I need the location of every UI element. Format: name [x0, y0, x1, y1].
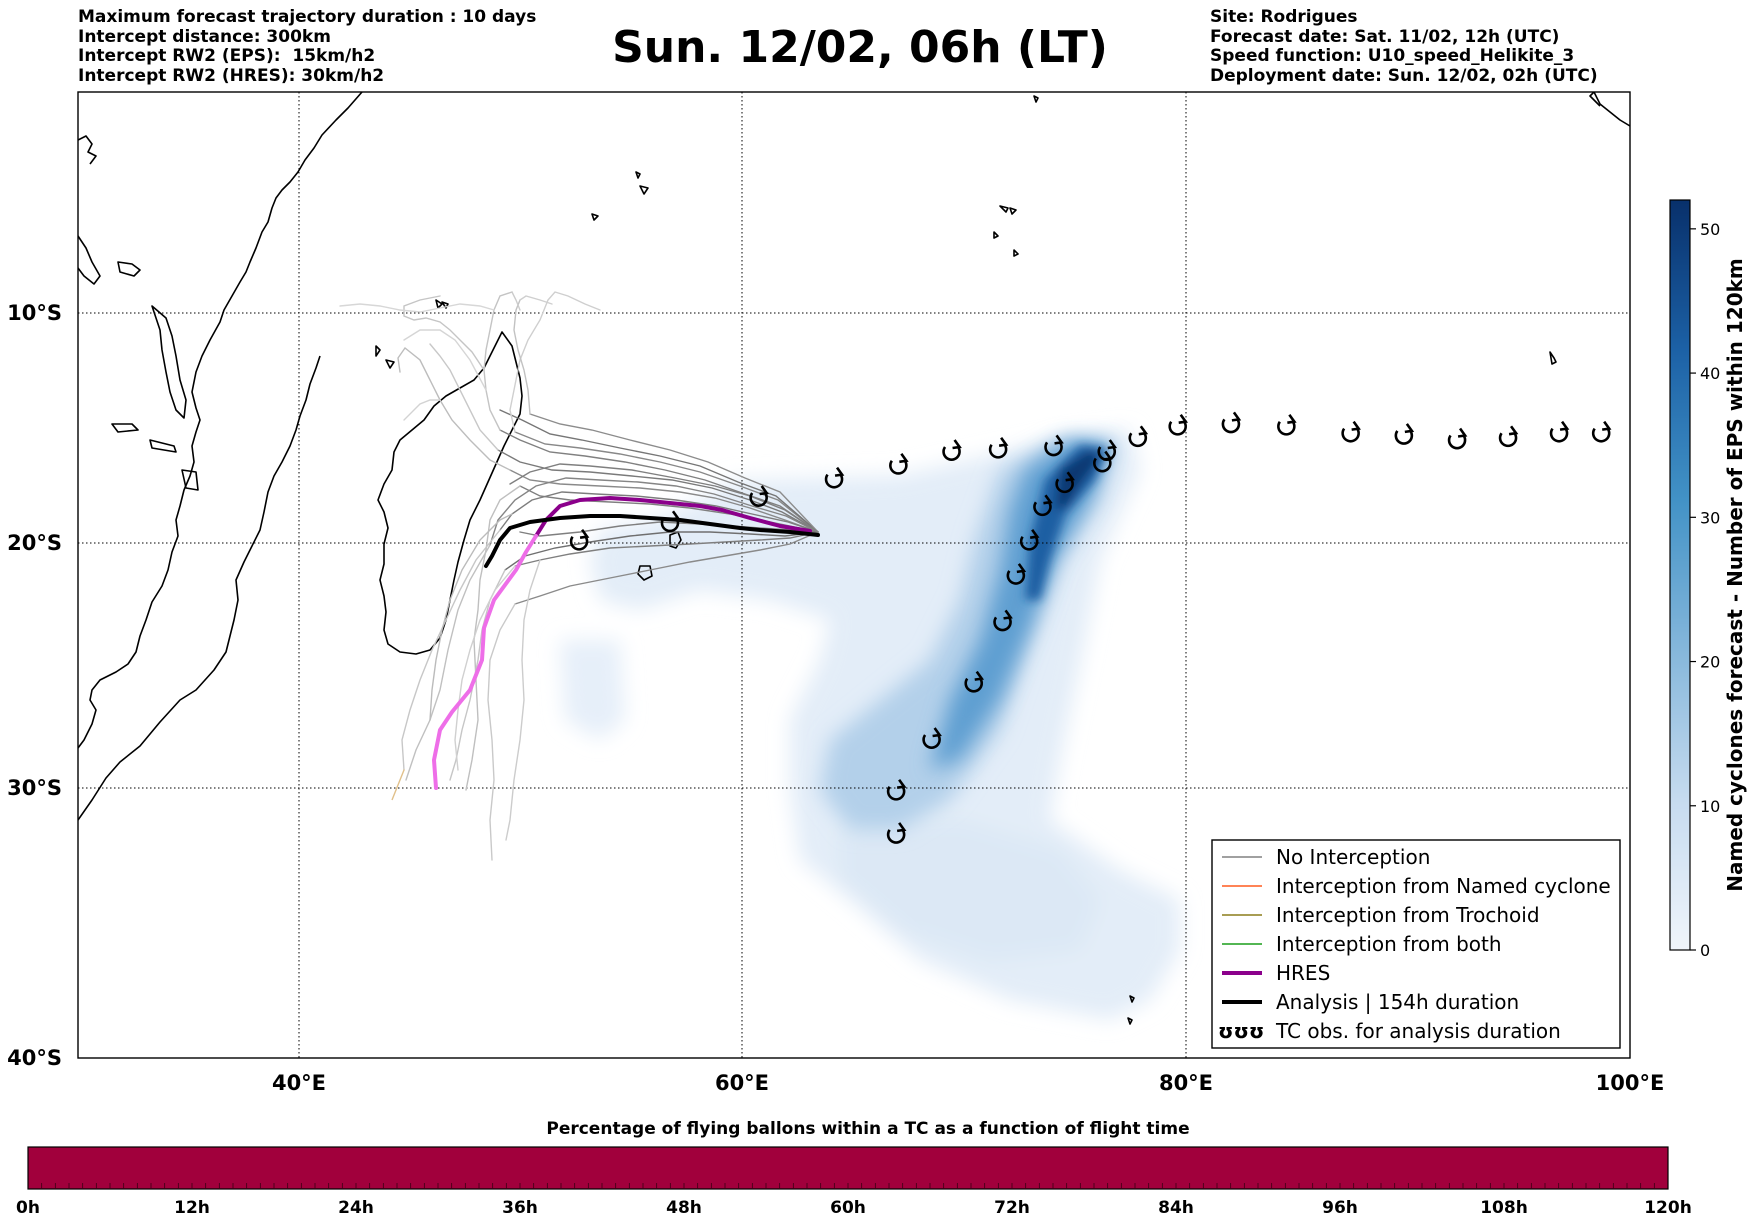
tc-obs-symbol — [988, 436, 1009, 459]
tc-obs-symbol — [1006, 563, 1027, 585]
tc-obs-symbol — [749, 485, 769, 507]
flight-time-tick-label: 72h — [994, 1198, 1030, 1218]
tc-obs-symbol — [569, 528, 590, 551]
header-right-line: Speed function: U10_speed_Helikite_3 — [1210, 46, 1575, 66]
tc-obs-symbol — [1277, 413, 1297, 436]
analysis-track — [484, 514, 820, 568]
legend-item: Interception from Named cyclone — [1222, 874, 1611, 898]
tc-obs-symbol — [1447, 427, 1468, 450]
colorbar-tick-label: 20 — [1700, 653, 1720, 672]
legend-item: Interception from both — [1222, 932, 1502, 956]
legend-label: No Interception — [1276, 845, 1430, 869]
flight-time-tick-label: 0h — [16, 1198, 40, 1218]
tc-obs-symbol — [1044, 434, 1064, 457]
colorbar-tick-label: 50 — [1700, 220, 1720, 239]
eps-trajectories — [339, 291, 819, 861]
tc-obs-symbol — [1341, 420, 1361, 443]
flight-time-bar-fill — [27, 1146, 1669, 1190]
tc-obs-symbol — [886, 778, 907, 801]
flight-time-tick-label: 60h — [830, 1198, 866, 1218]
flight-time-tick-label: 120h — [1644, 1198, 1692, 1218]
tc-obs-symbol — [964, 670, 985, 693]
tc-obs-symbol — [1221, 411, 1242, 434]
colorbar-tick-label: 0 — [1700, 941, 1710, 960]
header-right-line: Site: Rodrigues — [1210, 7, 1358, 27]
tc-obs-symbol — [1055, 471, 1075, 494]
flight-time-bar-ticks: 0h 12h 24h 36h 48h 60h 72h 84h 96h 108h 120h — [16, 1198, 1692, 1218]
tc-obs-symbol — [1498, 425, 1519, 448]
coastlines — [78, 92, 1630, 1025]
tc-symbol-icon: ʊʊʊ — [1218, 1019, 1264, 1043]
tc-obs-symbol — [886, 822, 907, 844]
colorbar-tick-label: 30 — [1700, 508, 1720, 527]
legend-item: HRES — [1222, 961, 1330, 985]
tc-obs-symbol — [1019, 528, 1040, 551]
legend-item: Interception from Trochoid — [1222, 903, 1540, 927]
header-left-line: Intercept RW2 (HRES): 30km/h2 — [78, 65, 385, 86]
lon-tick-label: 60°E — [715, 1071, 769, 1095]
flight-time-tick-label: 36h — [502, 1198, 538, 1218]
colorbar-tick-label: 40 — [1700, 364, 1720, 383]
colorbar-ticks: 0 10 20 30 40 50 — [1690, 220, 1720, 960]
tc-obs-symbol — [1394, 423, 1415, 445]
lon-tick-label: 40°E — [272, 1071, 326, 1095]
tc-obs-symbol — [1033, 494, 1053, 517]
header-left-line: Maximum forecast trajectory duration : 1… — [78, 7, 537, 27]
header-left-line: Intercept distance: 300km — [78, 26, 331, 47]
lat-tick-label: 30°S — [7, 776, 62, 800]
legend-label: Analysis | 154h duration — [1276, 990, 1519, 1014]
header-left-line: Intercept RW2 (EPS): 15km/h2 — [78, 46, 376, 66]
lon-tick-label: 100°E — [1596, 1071, 1665, 1095]
header-left: Maximum forecast trajectory duration : 1… — [78, 7, 537, 86]
lon-tick-label: 80°E — [1159, 1071, 1213, 1095]
eps-density-field — [560, 430, 1180, 1020]
lat-tick-label: 40°S — [7, 1046, 62, 1070]
density-colorbar: 0 10 20 30 40 50 Named cyclones forecast - Nu… — [1669, 199, 1747, 960]
colorbar-title: Named cyclones forecast - Number of EPS … — [1723, 258, 1747, 892]
legend-box — [1211, 839, 1621, 1049]
tc-obs-symbol — [889, 453, 909, 475]
header-right: Site: Rodrigues Forecast date: Sat. 11/0… — [1210, 7, 1598, 86]
map-gridlines — [78, 92, 1630, 1058]
colorbar-gradient — [1669, 199, 1691, 951]
hres-track — [432, 496, 812, 790]
map-frame — [77, 91, 1631, 1059]
tc-obs-symbol — [922, 727, 942, 749]
legend-label: TC obs. for analysis duration — [1275, 1019, 1561, 1043]
page-title: Sun. 12/02, 06h (LT) — [612, 22, 1108, 73]
tc-obs-symbol — [1549, 420, 1570, 443]
tc-observations — [569, 411, 1612, 844]
lat-tick-label: 20°S — [7, 531, 62, 555]
flight-time-bar-minor-ticks — [41, 1183, 1655, 1189]
tc-obs-symbol — [824, 466, 845, 489]
flight-time-tick-label: 96h — [1322, 1198, 1358, 1218]
legend-label: Interception from Trochoid — [1276, 903, 1540, 927]
legend-label: HRES — [1276, 961, 1330, 985]
tc-obs-symbol — [942, 439, 962, 461]
flight-time-tick-label: 84h — [1158, 1198, 1194, 1218]
tc-obs-symbol — [1168, 413, 1189, 436]
legend-item: No Interception — [1222, 845, 1430, 869]
flight-time-tick-label: 12h — [174, 1198, 210, 1218]
legend: No Interception Interception from Named … — [1211, 839, 1621, 1049]
header-right-line: Forecast date: Sat. 11/02, 12h (UTC) — [1210, 26, 1560, 47]
tc-obs-symbol — [1128, 425, 1149, 448]
tc-obs-symbol — [660, 510, 681, 533]
legend-item: Analysis | 154h duration — [1222, 990, 1519, 1014]
flight-time-tick-label: 48h — [666, 1198, 702, 1218]
flight-time-bar: Percentage of flying ballons within a TC… — [16, 1119, 1692, 1218]
tc-obs-symbol — [993, 609, 1013, 632]
legend-label: Interception from both — [1276, 932, 1502, 956]
tc-obs-symbol — [1591, 420, 1612, 443]
legend-item: ʊʊʊ TC obs. for analysis duration — [1218, 1019, 1561, 1043]
header-right-line: Deployment date: Sun. 12/02, 02h (UTC) — [1210, 65, 1598, 86]
tc-obs-symbol — [1093, 450, 1113, 473]
flight-time-tick-label: 24h — [338, 1198, 374, 1218]
flight-time-tick-label: 108h — [1480, 1198, 1528, 1218]
colorbar-tick-label: 10 — [1700, 797, 1720, 816]
flight-time-bar-title: Percentage of flying ballons within a TC… — [546, 1119, 1189, 1139]
lat-tick-label: 10°S — [7, 301, 62, 325]
legend-label: Interception from Named cyclone — [1276, 874, 1611, 898]
